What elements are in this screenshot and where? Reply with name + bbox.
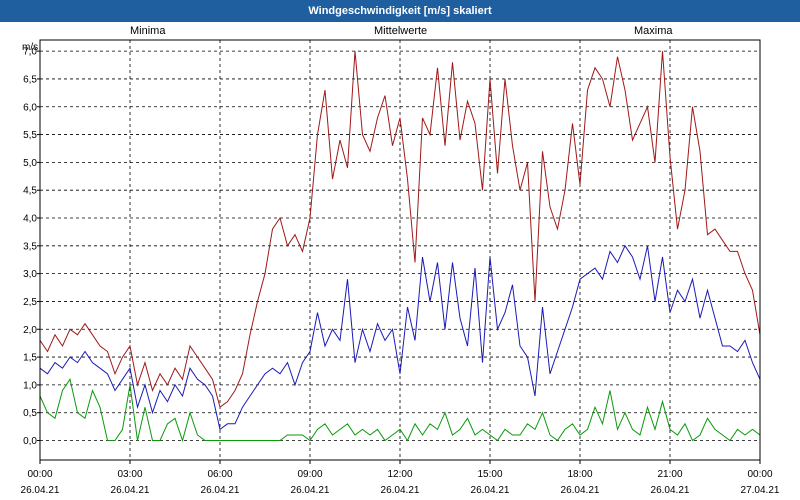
x-tick-time: 15:00 bbox=[477, 469, 502, 480]
y-tick-label: 5,0 bbox=[23, 158, 37, 169]
y-tick-label: 2,5 bbox=[23, 297, 37, 308]
series-line-mittelwerte bbox=[39, 244, 761, 431]
series-lines bbox=[39, 51, 761, 443]
x-tick-date: 26.04.21 bbox=[471, 485, 510, 496]
y-axis-ticks: 0,0 0,5 1,0 1,5 2,0 2,5 3,0 3,5 4,0 4,5 5,0 5,5 6,0 6… bbox=[23, 47, 40, 447]
y-tick-label: 4,5 bbox=[23, 186, 37, 197]
grid bbox=[40, 40, 760, 460]
y-tick-label: 4,0 bbox=[23, 214, 37, 225]
x-tick-time: 21:00 bbox=[657, 469, 682, 480]
y-tick-label: 1,5 bbox=[23, 353, 37, 364]
y-tick-label: 7,0 bbox=[23, 47, 37, 58]
y-tick-label: 3,0 bbox=[23, 269, 37, 280]
y-tick-label: 5,5 bbox=[23, 130, 37, 141]
y-tick-label: 0,5 bbox=[23, 408, 37, 419]
x-tick-time: 00:00 bbox=[27, 469, 52, 480]
x-tick-date: 26.04.21 bbox=[651, 485, 690, 496]
y-tick-label: 1,0 bbox=[23, 380, 37, 391]
x-tick-date: 26.04.21 bbox=[201, 485, 240, 496]
x-tick-date: 26.04.21 bbox=[111, 485, 150, 496]
y-tick-label: 2,0 bbox=[23, 325, 37, 336]
y-axis-unit: m/s bbox=[22, 42, 38, 53]
chart-title: Windgeschwindigkeit [m/s] skaliert bbox=[0, 0, 800, 22]
x-tick-date: 26.04.21 bbox=[561, 485, 600, 496]
y-tick-label: 0,0 bbox=[23, 436, 37, 447]
x-tick-time: 09:00 bbox=[297, 469, 322, 480]
x-tick-time: 12:00 bbox=[387, 469, 412, 480]
plot-frame bbox=[39, 39, 761, 461]
series-line-minima bbox=[39, 378, 761, 443]
series-line-maxima bbox=[39, 51, 761, 409]
legend-minima: Minima bbox=[130, 25, 166, 37]
y-tick-label: 6,0 bbox=[23, 102, 37, 113]
legend-mittelwerte: Mittelwerte bbox=[374, 25, 428, 37]
legend-maxima: Maxima bbox=[634, 25, 673, 37]
x-tick-time: 06:00 bbox=[207, 469, 232, 480]
x-tick-time: 00:00 bbox=[747, 469, 772, 480]
x-tick-date: 26.04.21 bbox=[291, 485, 330, 496]
x-tick-time: 03:00 bbox=[117, 469, 142, 480]
y-tick-label: 3,5 bbox=[23, 241, 37, 252]
x-axis-ticks: 00:00 26.04.21 03:00 26.04.21 06:00 26.04.21 0… bbox=[21, 460, 780, 496]
x-tick-date: 27.04.21 bbox=[741, 485, 780, 496]
x-tick-date: 26.04.21 bbox=[381, 485, 420, 496]
y-tick-label: 6,5 bbox=[23, 74, 37, 85]
x-tick-time: 18:00 bbox=[567, 469, 592, 480]
x-tick-date: 26.04.21 bbox=[21, 485, 60, 496]
